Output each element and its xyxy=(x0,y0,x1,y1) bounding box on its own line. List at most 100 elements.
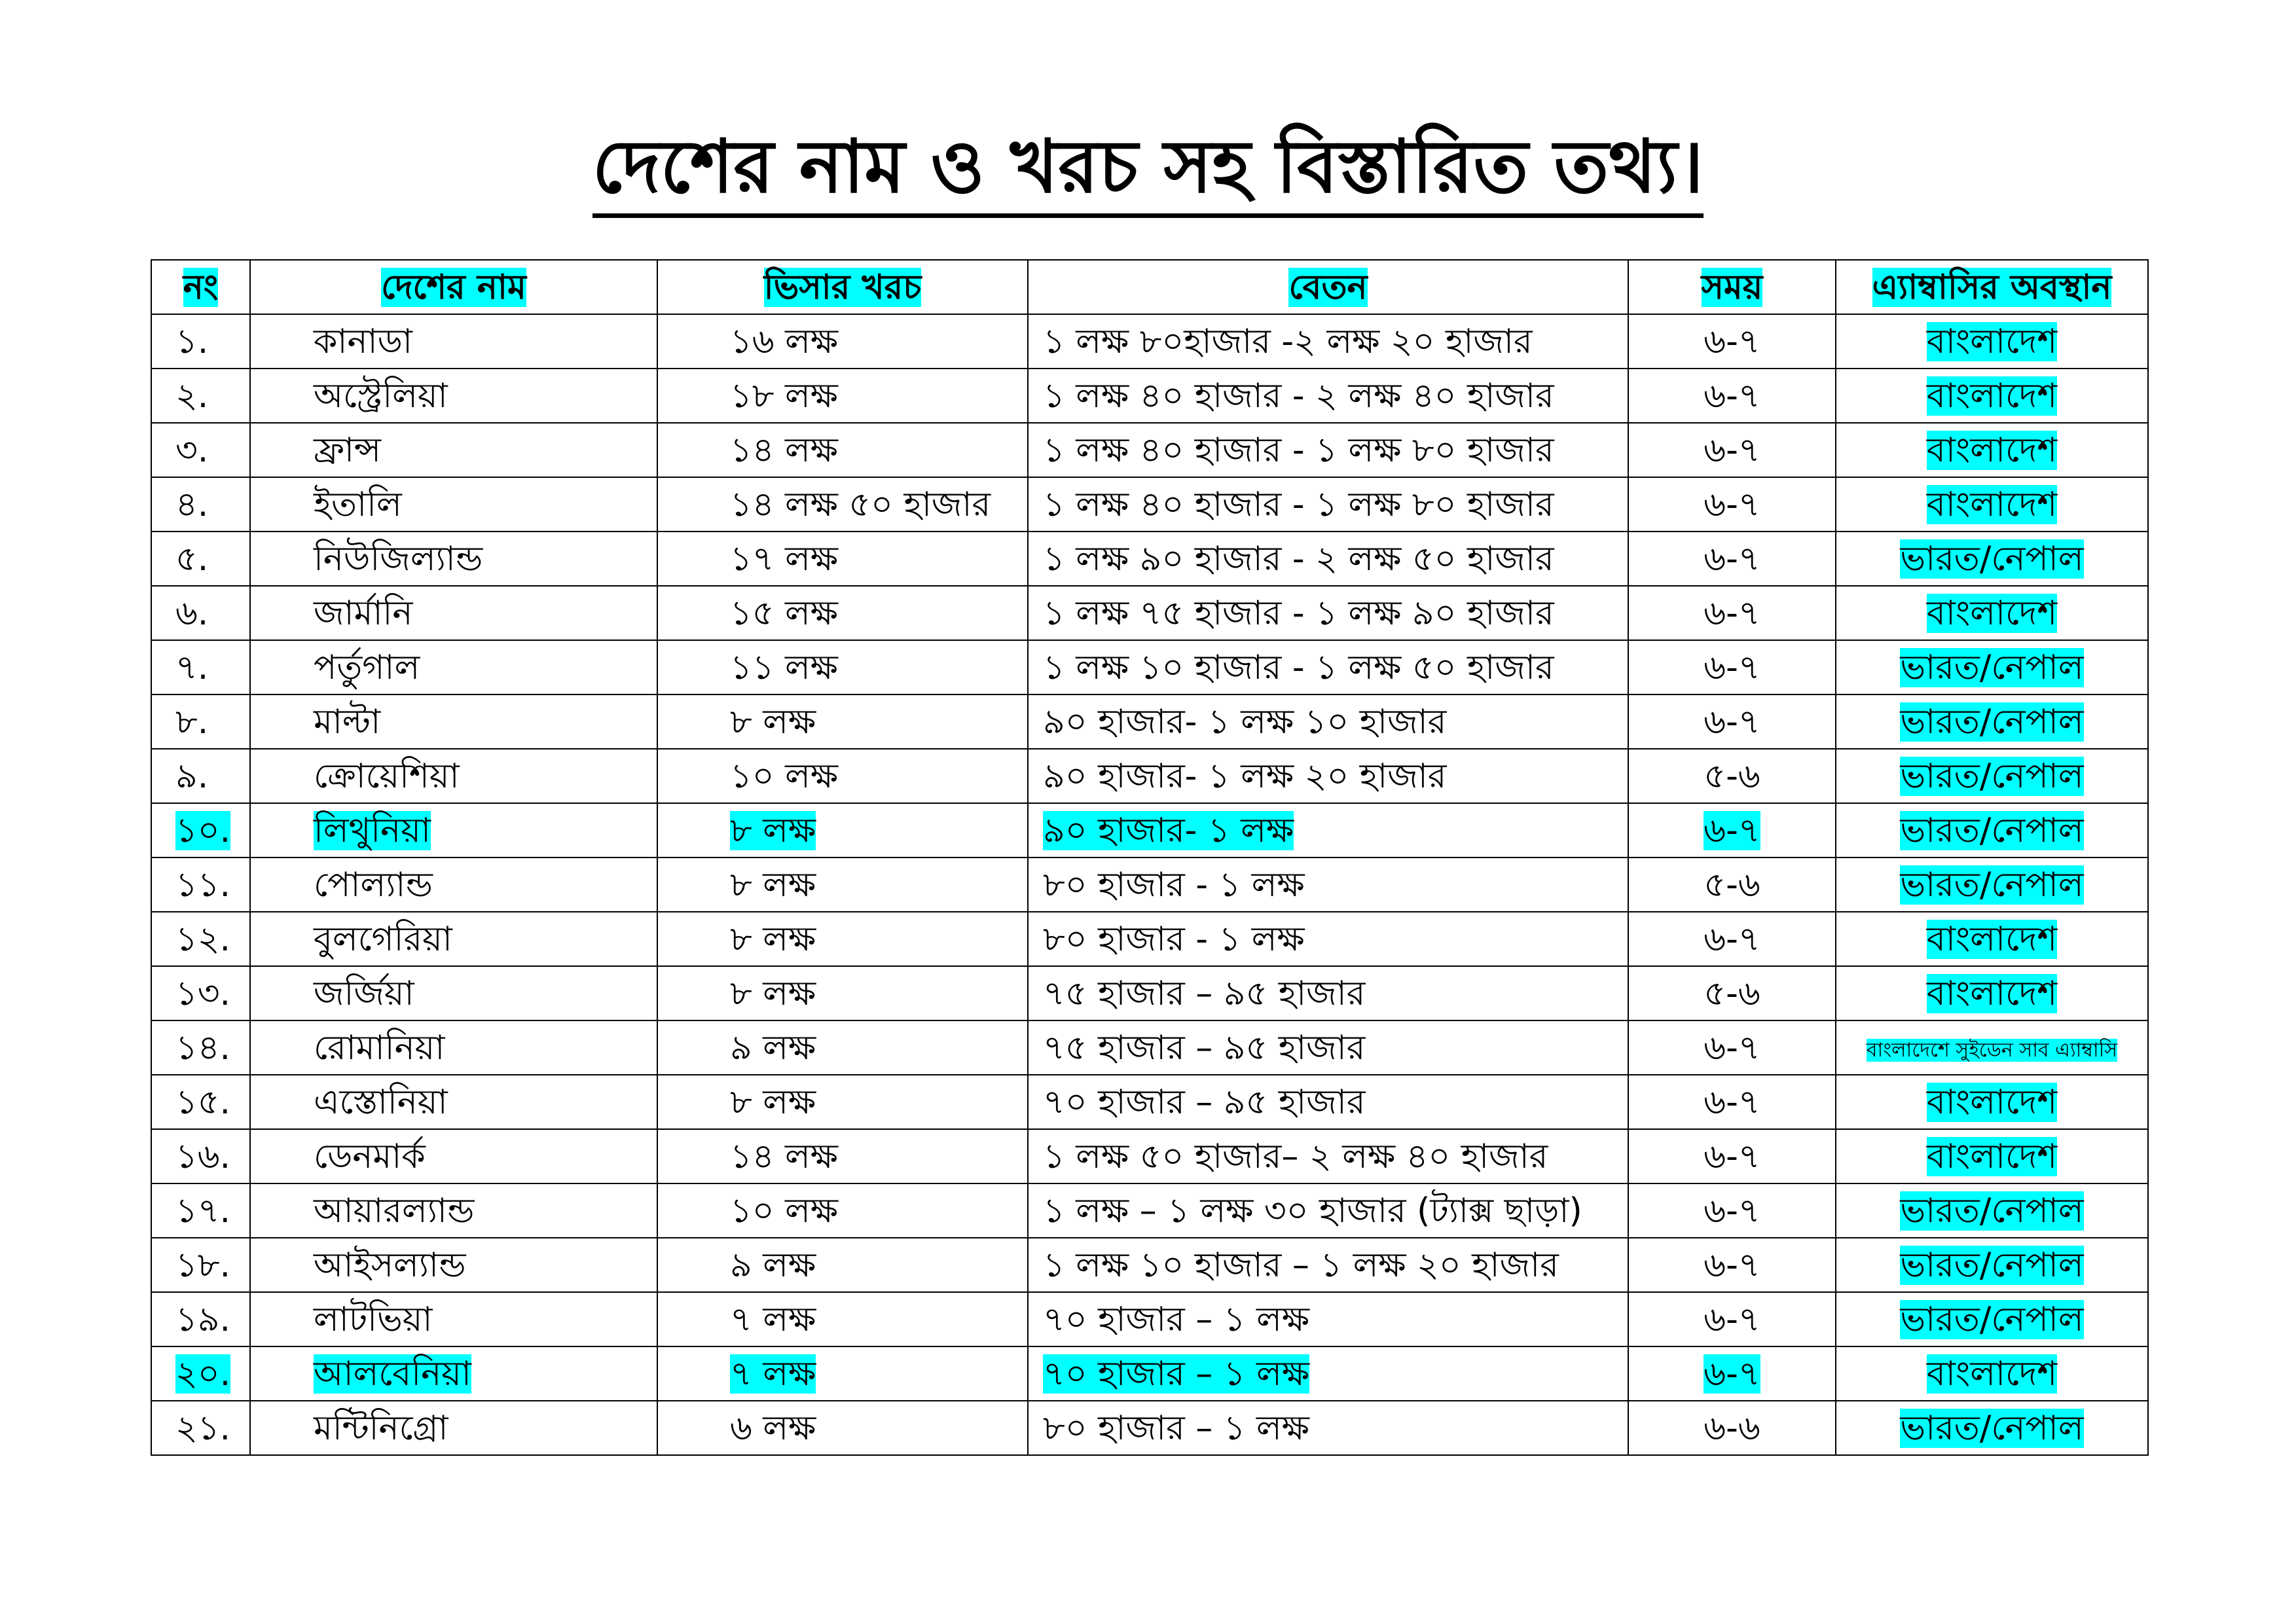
cell-country: জর্জিয়া xyxy=(249,965,658,1021)
cell-no: ২১. xyxy=(151,1400,251,1456)
cell-visa-cost: ৭ লক্ষ xyxy=(657,1346,1029,1401)
cell-salary: ১ লক্ষ ১০ হাজার – ১ লক্ষ ২০ হাজার xyxy=(1027,1237,1629,1293)
time: ৬-৭ xyxy=(1704,919,1760,959)
row-number: ২১. xyxy=(175,1408,231,1448)
time: ৬-৭ xyxy=(1704,1082,1760,1122)
country-name: জার্মানি xyxy=(314,593,413,633)
row-number: ৫. xyxy=(175,539,209,579)
country-name: কানাডা xyxy=(314,321,412,361)
country-name: অস্ট্রেলিয়া xyxy=(314,376,448,416)
country-name: পোল্যান্ড xyxy=(314,865,433,905)
embassy-location: ভারত/নেপাল xyxy=(1900,1299,2084,1339)
table-row: ৬. জার্মানি ১৫ লক্ষ ১ লক্ষ ৭৫ হাজার - ১ … xyxy=(151,585,2149,641)
visa-cost: ৭ লক্ষ xyxy=(730,1299,816,1339)
header-visa-cost-cell: ভিসার খরচ xyxy=(657,259,1029,315)
country-name: এস্তোনিয়া xyxy=(314,1082,448,1122)
time: ৫-৬ xyxy=(1704,865,1760,905)
cell-no: ১০. xyxy=(151,803,251,858)
row-number: ১৬. xyxy=(175,1136,231,1176)
visa-cost: ৭ লক্ষ xyxy=(730,1354,816,1394)
visa-cost: ১৭ লক্ষ xyxy=(730,539,838,579)
country-name: আইসল্যান্ড xyxy=(314,1245,466,1285)
country-name: রোমানিয়া xyxy=(314,1028,445,1068)
country-name: মন্টিনিগ্রো xyxy=(314,1408,448,1448)
cell-visa-cost: ৯ লক্ষ xyxy=(657,1237,1029,1293)
country-name: আয়ারল্যান্ড xyxy=(314,1191,475,1231)
row-number: ১০. xyxy=(175,810,231,850)
row-number: ১৯. xyxy=(175,1299,231,1339)
cell-time: ৬-৭ xyxy=(1628,1183,1836,1238)
country-name: মাল্টা xyxy=(314,702,381,742)
cell-country: পোল্যান্ড xyxy=(249,857,658,912)
cell-salary: ১ লক্ষ ৫০ হাজার– ২ লক্ষ ৪০ হাজার xyxy=(1027,1128,1629,1184)
title-container: দেশের নাম ও খরচ সহ বিস্তারিত তথ্য। xyxy=(0,124,2296,218)
salary: ৭০ হাজার – ৯৫ হাজার xyxy=(1043,1082,1366,1122)
embassy-location: ভারত/নেপাল xyxy=(1900,647,2084,687)
table-row: ১৩. জর্জিয়া ৮ লক্ষ ৭৫ হাজার – ৯৫ হাজার … xyxy=(151,965,2149,1021)
time: ৬-৭ xyxy=(1704,1299,1760,1339)
cell-time: ৬-৭ xyxy=(1628,1128,1836,1184)
cell-embassy: বাংলাদেশ xyxy=(1835,585,2149,641)
cell-no: ১৪. xyxy=(151,1020,251,1075)
table-row: ৪. ইতালি ১৪ লক্ষ ৫০ হাজার ১ লক্ষ ৪০ হাজা… xyxy=(151,477,2149,532)
cell-time: ৫-৬ xyxy=(1628,748,1836,804)
embassy-location: বাংলাদেশ xyxy=(1926,919,2058,959)
row-number: ১৫. xyxy=(175,1082,231,1122)
cell-visa-cost: ৮ লক্ষ xyxy=(657,911,1029,967)
visa-cost: ১০ লক্ষ xyxy=(730,756,838,796)
embassy-location: বাংলাদেশ xyxy=(1926,1136,2058,1176)
header-country: দেশের নাম xyxy=(381,267,526,307)
cell-embassy: বাংলাদেশ xyxy=(1835,422,2149,478)
cell-visa-cost: ৯ লক্ষ xyxy=(657,1020,1029,1075)
country-name: ফ্রান্স xyxy=(314,430,381,470)
country-info-table: নং দেশের নাম ভিসার খরচ বেতন সময় এ্যাম্ব… xyxy=(151,259,2149,1456)
cell-no: ২. xyxy=(151,368,251,424)
visa-cost: ৮ লক্ষ xyxy=(730,810,816,850)
table-row: ৭. পর্তুগাল ১১ লক্ষ ১ লক্ষ ১০ হাজার - ১ … xyxy=(151,640,2149,695)
salary: ১ লক্ষ ৪০ হাজার - ২ লক্ষ ৪০ হাজার xyxy=(1043,376,1554,416)
table-row: ৯. ক্রোয়েশিয়া ১০ লক্ষ ৯০ হাজার- ১ লক্ষ… xyxy=(151,748,2149,804)
cell-embassy: বাংলাদেশ xyxy=(1835,314,2149,369)
cell-salary: ৭৫ হাজার – ৯৫ হাজার xyxy=(1027,965,1629,1021)
visa-cost: ৮ লক্ষ xyxy=(730,973,816,1013)
time: ৬-৭ xyxy=(1704,376,1760,416)
cell-embassy: ভারত/নেপাল xyxy=(1835,1400,2149,1456)
header-time: সময় xyxy=(1701,267,1763,307)
cell-visa-cost: ১১ লক্ষ xyxy=(657,640,1029,695)
cell-visa-cost: ১৭ লক্ষ xyxy=(657,531,1029,586)
salary: ১ লক্ষ ৪০ হাজার - ১ লক্ষ ৮০ হাজার xyxy=(1043,484,1554,524)
cell-visa-cost: ৭ লক্ষ xyxy=(657,1291,1029,1347)
visa-cost: ১৪ লক্ষ ৫০ হাজার xyxy=(730,484,991,524)
cell-visa-cost: ১৪ লক্ষ ৫০ হাজার xyxy=(657,477,1029,532)
row-number: ৭. xyxy=(175,647,209,687)
table-row: ২১. মন্টিনিগ্রো ৬ লক্ষ ৮০ হাজার – ১ লক্ষ… xyxy=(151,1400,2149,1456)
cell-country: আলবেনিয়া xyxy=(249,1346,658,1401)
cell-country: জার্মানি xyxy=(249,585,658,641)
visa-cost: ৮ লক্ষ xyxy=(730,702,816,742)
cell-embassy: ভারত/নেপাল xyxy=(1835,640,2149,695)
embassy-location: বাংলাদেশ xyxy=(1926,593,2058,633)
cell-country: নিউজিল্যান্ড xyxy=(249,531,658,586)
cell-country: কানাডা xyxy=(249,314,658,369)
cell-time: ৬-৭ xyxy=(1628,368,1836,424)
time: ৬-৭ xyxy=(1704,647,1760,687)
time: ৬-৭ xyxy=(1704,321,1760,361)
cell-visa-cost: ১৫ লক্ষ xyxy=(657,585,1029,641)
header-embassy: এ্যাম্বাসির অবস্থান xyxy=(1872,267,2112,307)
embassy-location: বাংলাদেশ xyxy=(1926,376,2058,416)
row-number: ২০. xyxy=(175,1354,231,1394)
header-no-cell: নং xyxy=(151,259,251,315)
time: ৫-৬ xyxy=(1704,973,1760,1013)
salary: ১ লক্ষ ৫০ হাজার– ২ লক্ষ ৪০ হাজার xyxy=(1043,1136,1548,1176)
cell-no: ১১. xyxy=(151,857,251,912)
cell-visa-cost: ১৪ লক্ষ xyxy=(657,422,1029,478)
cell-time: ৬-৭ xyxy=(1628,1074,1836,1130)
cell-salary: ৯০ হাজার- ১ লক্ষ xyxy=(1027,803,1629,858)
cell-salary: ৭০ হাজার – ১ লক্ষ xyxy=(1027,1291,1629,1347)
cell-salary: ১ লক্ষ – ১ লক্ষ ৩০ হাজার (ট্যাক্স ছাড়া) xyxy=(1027,1183,1629,1238)
row-number: ৮. xyxy=(175,702,209,742)
cell-time: ৫-৬ xyxy=(1628,857,1836,912)
cell-salary: ১ লক্ষ ৭৫ হাজার - ১ লক্ষ ৯০ হাজার xyxy=(1027,585,1629,641)
embassy-location: বাংলাদেশ xyxy=(1926,1082,2058,1122)
embassy-location: বাংলাদেশ xyxy=(1926,973,2058,1013)
